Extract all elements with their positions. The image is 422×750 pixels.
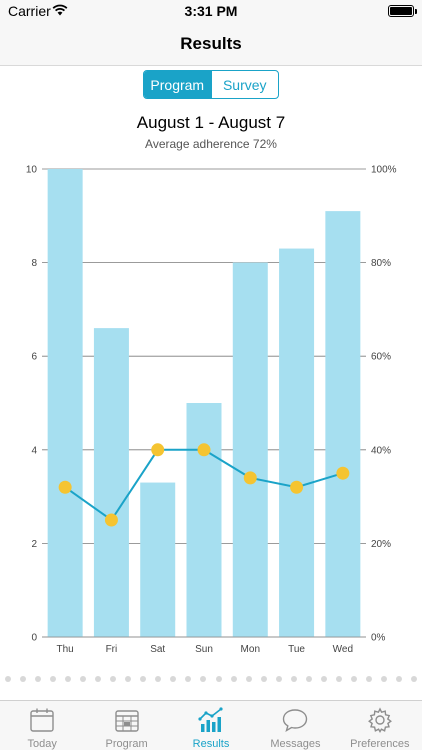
adherence-point — [290, 480, 304, 494]
chart-icon — [198, 707, 223, 732]
page-dot — [94, 676, 101, 682]
x-tick-label: Sun — [195, 644, 213, 655]
adherence-chart: 0 0% 2 20% 4 40% 6 60% 8 80% 10 100% Thu Fri Sat Sun Mon… — [26, 165, 397, 656]
adherence-point — [151, 443, 165, 457]
tab-bar: Today Program Results — [0, 700, 422, 750]
page-dot — [275, 676, 282, 682]
y-left-tick-label: 4 — [31, 445, 37, 456]
y-left-tick-label: 2 — [31, 539, 37, 550]
y-right-tick-label: 20% — [371, 539, 391, 550]
page-dot — [411, 676, 418, 682]
chart-bar — [93, 328, 129, 637]
page-dot — [396, 676, 403, 682]
page-dot — [49, 676, 56, 682]
chart-bar — [186, 403, 222, 637]
y-right-tick-label: 60% — [371, 352, 391, 363]
segmented-control: Program Survey — [143, 70, 279, 99]
page-dot — [4, 676, 11, 682]
adherence-point — [104, 513, 118, 527]
x-tick-label: Fri — [106, 644, 118, 655]
chart-bar — [47, 169, 83, 637]
x-tick-label: Wed — [333, 644, 353, 655]
page-dot — [260, 676, 267, 682]
page-dot — [351, 676, 358, 682]
segment-program[interactable]: Program — [144, 71, 211, 98]
page-dot — [230, 676, 237, 682]
page-title: Results — [180, 34, 242, 53]
y-right-tick-label: 40% — [371, 445, 391, 456]
y-right-tick-label: 80% — [371, 258, 391, 269]
message-bubble-icon — [283, 709, 308, 732]
program-calendar-icon — [114, 710, 139, 732]
tab-label-results: Results — [192, 738, 230, 750]
tab-label-program: Program — [105, 738, 148, 750]
x-tick-label: Thu — [57, 644, 74, 655]
page-dot — [336, 676, 343, 682]
tab-label-messages: Messages — [270, 738, 321, 750]
battery-icon — [388, 5, 417, 17]
adherence-point — [197, 443, 211, 457]
x-tick-label: Tue — [288, 644, 305, 655]
page-dot — [64, 676, 71, 682]
y-left-tick-label: 0 — [31, 633, 37, 644]
tab-results[interactable]: Results — [169, 701, 253, 750]
chart-bar — [279, 248, 315, 637]
chart-title: August 1 - August 7 — [136, 113, 286, 132]
page-dot — [170, 676, 177, 682]
page-dot — [110, 676, 117, 682]
clock: 3:31 PM — [184, 3, 238, 19]
page-dot — [125, 676, 132, 682]
adherence-point — [243, 471, 257, 485]
gear-icon — [367, 707, 392, 733]
adherence-point — [336, 466, 350, 480]
page-dot — [79, 676, 86, 682]
page-dot — [305, 676, 312, 682]
y-right-tick-label: 0% — [371, 633, 386, 644]
tab-label-preferences: Preferences — [350, 738, 410, 750]
page-dot — [290, 676, 297, 682]
y-right-tick-label: 100% — [371, 165, 397, 176]
carrier-label: Carrier — [8, 3, 51, 19]
page-dot — [215, 676, 222, 682]
tab-today[interactable]: Today — [0, 701, 84, 750]
page-dot — [19, 676, 26, 682]
tab-program[interactable]: Program — [84, 701, 168, 750]
chart-bar — [140, 482, 176, 637]
status-bar: Carrier 3:31 PM — [0, 0, 422, 22]
navigation-bar: Results — [0, 22, 422, 66]
page-dot — [185, 676, 192, 682]
y-left-tick-label: 8 — [31, 258, 37, 269]
wifi-icon — [52, 4, 68, 16]
page-dot — [381, 676, 388, 682]
page-dot — [140, 676, 147, 682]
tab-label-today: Today — [27, 738, 57, 750]
chart-bar — [232, 262, 268, 637]
page-dot — [366, 676, 373, 682]
page-dot — [155, 676, 162, 682]
chart-subtitle: Average adherence 72% — [145, 137, 277, 151]
page-dot — [321, 676, 328, 682]
adherence-point — [58, 480, 72, 494]
y-left-tick-label: 10 — [26, 165, 38, 176]
x-tick-label: Sat — [150, 644, 165, 655]
x-tick-label: Mon — [241, 644, 260, 655]
page-dot — [34, 676, 41, 682]
tab-preferences[interactable]: Preferences — [338, 701, 422, 750]
calendar-icon — [30, 708, 54, 732]
chart-bar — [325, 211, 361, 637]
y-left-tick-label: 6 — [31, 352, 37, 363]
page-dot — [245, 676, 252, 682]
page-indicator — [0, 676, 422, 686]
tab-messages[interactable]: Messages — [253, 701, 337, 750]
segment-survey[interactable]: Survey — [210, 71, 279, 98]
page-dot — [200, 676, 207, 682]
